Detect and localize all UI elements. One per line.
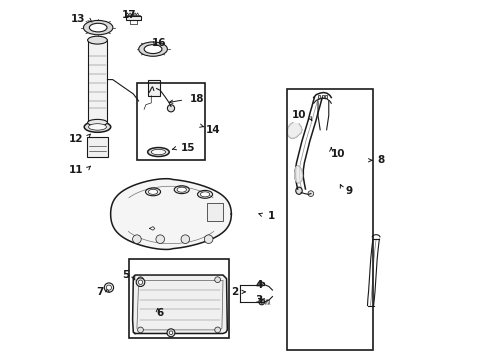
- Text: 1: 1: [267, 211, 274, 221]
- Bar: [87, 40, 107, 123]
- Ellipse shape: [144, 45, 162, 54]
- Bar: [147, 80, 160, 96]
- Ellipse shape: [148, 189, 158, 194]
- Ellipse shape: [258, 282, 264, 286]
- Text: 18: 18: [190, 94, 204, 104]
- Bar: [286, 89, 372, 350]
- Circle shape: [137, 327, 143, 333]
- Ellipse shape: [87, 36, 107, 44]
- Polygon shape: [132, 275, 227, 333]
- Circle shape: [258, 299, 264, 305]
- Ellipse shape: [83, 21, 113, 35]
- Circle shape: [214, 327, 220, 333]
- Text: 5: 5: [122, 270, 129, 280]
- Ellipse shape: [84, 122, 110, 132]
- Text: 10: 10: [291, 111, 305, 121]
- Circle shape: [137, 277, 143, 283]
- Text: 2: 2: [231, 287, 238, 297]
- Text: 9: 9: [345, 186, 352, 197]
- Polygon shape: [287, 123, 301, 138]
- Text: 15: 15: [180, 143, 195, 153]
- Bar: [86, 137, 108, 157]
- Bar: [129, 259, 229, 338]
- Ellipse shape: [147, 148, 169, 157]
- Ellipse shape: [295, 187, 302, 194]
- Text: 16: 16: [152, 38, 166, 48]
- Circle shape: [204, 235, 212, 243]
- Circle shape: [169, 331, 172, 334]
- Bar: [317, 95, 320, 98]
- Bar: [137, 83, 204, 160]
- Text: 4: 4: [255, 280, 262, 290]
- Text: 13: 13: [70, 14, 85, 24]
- Circle shape: [106, 285, 111, 290]
- Circle shape: [214, 277, 220, 283]
- Text: 12: 12: [68, 134, 83, 144]
- Ellipse shape: [151, 149, 165, 155]
- Text: 17: 17: [122, 10, 136, 20]
- Ellipse shape: [145, 188, 160, 196]
- Ellipse shape: [139, 42, 167, 56]
- Bar: [126, 17, 140, 20]
- Ellipse shape: [177, 187, 186, 192]
- Circle shape: [167, 329, 175, 337]
- Text: 6: 6: [156, 308, 163, 318]
- Circle shape: [181, 235, 189, 243]
- Text: 3: 3: [255, 295, 262, 305]
- Polygon shape: [110, 179, 231, 249]
- Ellipse shape: [89, 23, 107, 32]
- Circle shape: [156, 235, 164, 243]
- Ellipse shape: [88, 124, 106, 130]
- Text: 10: 10: [330, 149, 345, 159]
- Ellipse shape: [87, 120, 107, 126]
- Circle shape: [167, 105, 174, 112]
- Circle shape: [132, 235, 141, 243]
- Circle shape: [136, 278, 144, 287]
- Text: 7: 7: [96, 287, 103, 297]
- Circle shape: [104, 283, 113, 292]
- Text: 14: 14: [205, 125, 220, 135]
- Ellipse shape: [174, 186, 189, 194]
- Ellipse shape: [197, 190, 212, 198]
- Polygon shape: [294, 166, 302, 183]
- Circle shape: [260, 301, 263, 303]
- Ellipse shape: [200, 192, 209, 197]
- Bar: [325, 95, 326, 98]
- Text: 8: 8: [376, 155, 384, 165]
- Bar: [321, 95, 323, 98]
- Bar: [206, 203, 223, 221]
- Text: 11: 11: [68, 165, 83, 175]
- Circle shape: [307, 191, 313, 197]
- Circle shape: [138, 280, 142, 284]
